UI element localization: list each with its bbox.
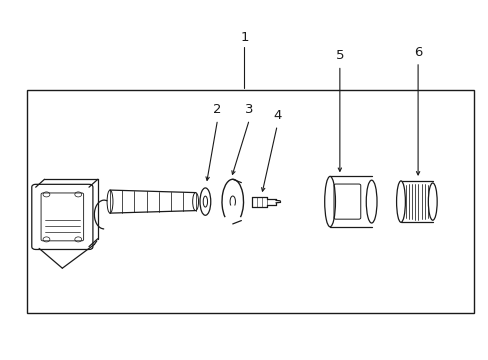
Text: 4: 4 <box>272 109 281 122</box>
Ellipse shape <box>366 180 376 223</box>
Ellipse shape <box>324 176 335 227</box>
Text: 5: 5 <box>335 49 344 62</box>
Ellipse shape <box>396 181 405 222</box>
Text: 1: 1 <box>240 31 248 44</box>
Text: 2: 2 <box>213 103 222 116</box>
Ellipse shape <box>200 188 210 215</box>
Text: 3: 3 <box>244 103 253 116</box>
Ellipse shape <box>203 196 207 207</box>
Ellipse shape <box>427 183 436 220</box>
Bar <box>27 90 473 313</box>
Text: 6: 6 <box>413 46 422 59</box>
